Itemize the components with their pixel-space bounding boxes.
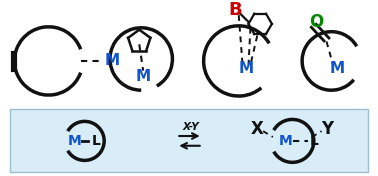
Bar	[9, 109, 369, 172]
Text: M: M	[330, 61, 345, 76]
Text: L: L	[309, 134, 318, 148]
Text: Y: Y	[321, 120, 333, 138]
Text: L: L	[92, 134, 101, 148]
Text: M: M	[68, 134, 82, 148]
Text: X-Y: X-Y	[182, 122, 199, 132]
Text: M: M	[239, 61, 254, 76]
Text: O: O	[309, 13, 323, 31]
Text: M: M	[279, 134, 293, 148]
Text: X: X	[251, 120, 264, 138]
Text: M: M	[136, 69, 151, 84]
Text: M: M	[104, 54, 119, 68]
Text: B: B	[228, 1, 242, 19]
